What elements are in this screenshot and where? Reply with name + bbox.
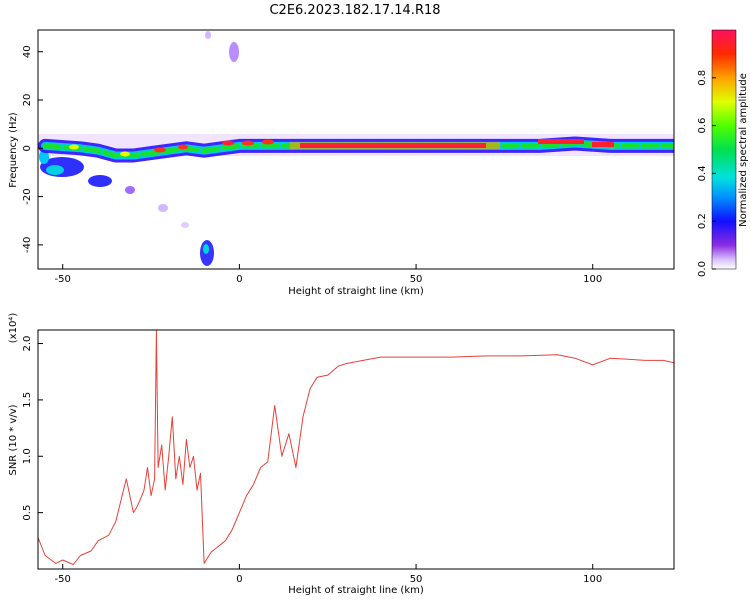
- chart-title: C2E6.2023.182.17.14.R18: [269, 3, 440, 18]
- snr-y-tick-label: 1.5: [22, 392, 33, 408]
- colorbar-ticks: 0.0 0.2 0.4 0.6 0.8: [697, 70, 716, 277]
- snr-x-tick-label: 100: [583, 574, 602, 585]
- heatmap-frame: [37, 29, 675, 270]
- heatmap-y-tick-label: 20: [22, 94, 33, 107]
- snr-x-label: Height of straight line (km): [288, 585, 424, 596]
- heatmap-blob-left-core: [46, 165, 64, 175]
- heatmap-x-tick-label: 0: [236, 274, 242, 285]
- heatmap-blob-edge: [39, 150, 49, 164]
- heatmap-branch-b: [158, 204, 168, 212]
- heatmap-core-right: [538, 139, 584, 144]
- snr-x-tick-label: -50: [55, 574, 71, 585]
- heatmap-y-tick-label: 0: [22, 145, 33, 151]
- heatmap-ridge-green: [42, 141, 674, 158]
- heatmap-branch-c: [181, 222, 189, 228]
- snr-y-label: SNR (10 * v/v): [8, 404, 19, 475]
- heatmap-hot-b: [242, 140, 254, 146]
- colorbar-tick-label: 0.0: [697, 261, 708, 277]
- snr-y-ticks: 0.5 1.0 1.5 2.0: [22, 336, 43, 521]
- colorbar-tick-label: 0.2: [697, 213, 708, 229]
- heatmap-hot-f: [120, 151, 130, 157]
- heatmap-blob-mid: [88, 175, 112, 187]
- snr-y-tick-label: 2.0: [22, 336, 33, 352]
- heatmap-y-tick-label: -20: [22, 188, 33, 204]
- heatmap-hot-d: [154, 147, 166, 153]
- snr-frame: [37, 329, 675, 570]
- heatmap-y-ticks: -40 -20 0 20 40: [22, 45, 43, 253]
- heatmap-x-ticks: -50 0 50 100: [55, 264, 602, 285]
- heatmap-core-far-right: [592, 142, 614, 147]
- heatmap-x-tick-label: -50: [55, 274, 71, 285]
- heatmap-panel: -50 0 50 100 -40 -20 0 20 40 Height of straight…: [8, 29, 749, 297]
- snr-series-line: [38, 330, 674, 565]
- snr-y-tick-label: 0.5: [22, 505, 33, 521]
- snr-x-tick-label: 50: [410, 574, 423, 585]
- colorbar-frame: [711, 29, 737, 270]
- snr-y-tick-label: 1.0: [22, 448, 33, 464]
- heatmap-branch-core: [203, 244, 209, 254]
- heatmap-core-line: [300, 143, 486, 148]
- heatmap-hot-g: [69, 144, 79, 150]
- snr-x-ticks: -50 0 50 100: [55, 564, 602, 585]
- heatmap-y-label: Frequency (Hz): [8, 112, 19, 188]
- heatmap-plume-upper: [229, 42, 239, 62]
- heatmap-x-tick-label: 100: [583, 274, 602, 285]
- colorbar-label: Normalized spectral amplitude: [738, 73, 749, 227]
- heatmap-y-tick-label: -40: [22, 237, 33, 253]
- heatmap-hot-e: [178, 144, 188, 150]
- heatmap-x-label: Height of straight line (km): [288, 286, 424, 297]
- heatmap-data: [38, 31, 674, 266]
- colorbar-tick-label: 0.8: [697, 70, 708, 86]
- snr-x-tick-label: 0: [236, 574, 242, 585]
- heatmap-x-tick-label: 50: [410, 274, 423, 285]
- snr-panel: -50 0 50 100 0.5 1.0 1.5 2.0 Height of straigh…: [8, 313, 675, 596]
- snr-plot-area: [38, 330, 674, 569]
- colorbar-tick-label: 0.6: [697, 118, 708, 134]
- heatmap-hot-a: [222, 140, 234, 146]
- snr-multiplier: (x10⁴): [8, 313, 19, 344]
- colorbar-tick-label: 0.4: [697, 165, 708, 181]
- colorbar: [712, 30, 736, 269]
- heatmap-plume-top: [205, 31, 211, 39]
- heatmap-hot-c: [262, 139, 274, 145]
- heatmap-y-tick-label: 40: [22, 45, 33, 58]
- heatmap-branch-a: [125, 186, 135, 194]
